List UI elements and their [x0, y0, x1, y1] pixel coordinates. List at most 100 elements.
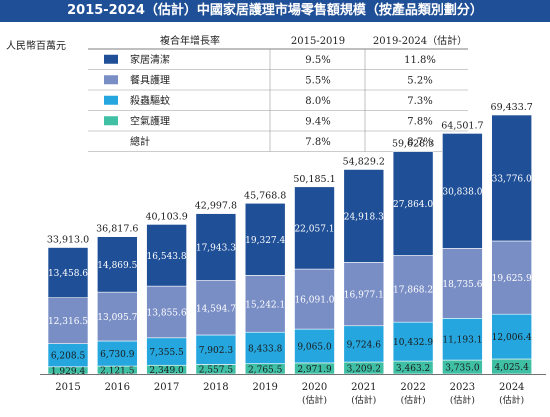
data-label: 4,025.4 — [495, 363, 530, 373]
bar-segment — [195, 280, 237, 336]
data-label: 15,242.1 — [245, 300, 285, 310]
bar-segment — [294, 268, 335, 330]
data-label: 33,776.0 — [492, 174, 532, 184]
legend-header-period-1: 2015-2019 — [291, 36, 345, 47]
chart-title: 2015-2024（估計）中國家居護理市場零售額規模（按產品類別劃分） — [0, 0, 550, 22]
data-label: 8,433.8 — [248, 344, 283, 354]
total-label: 54,829.2 — [343, 156, 385, 167]
data-label: 7,355.5 — [149, 348, 184, 358]
legend-cagr-2015-2019: 9.4% — [305, 116, 330, 127]
x-tick-label: 2018 — [203, 382, 228, 393]
data-label: 9,065.0 — [297, 343, 332, 353]
bar-segment — [392, 255, 434, 323]
data-label: 19,327.4 — [245, 236, 285, 246]
data-label: 16,543.8 — [147, 252, 187, 262]
legend-swatch — [104, 75, 118, 85]
data-label: 2,121.5 — [100, 367, 135, 377]
data-label: 17,943.3 — [196, 244, 236, 254]
data-label: 2,971.9 — [297, 365, 332, 375]
bar-segment — [392, 321, 434, 362]
data-label: 18,735.6 — [442, 280, 482, 290]
legend-swatch — [104, 116, 118, 126]
bar-segment — [294, 328, 335, 364]
data-label: 13,855.6 — [147, 308, 187, 318]
x-tick-sublabel: (估計) — [450, 394, 475, 406]
bar-segment — [47, 247, 89, 299]
total-label: 64,501.7 — [441, 120, 483, 131]
data-label: 3,735.0 — [445, 364, 480, 374]
bar-segment — [244, 275, 286, 333]
x-tick-label: 2015 — [55, 382, 80, 393]
data-label: 9,724.6 — [347, 340, 382, 350]
total-label: 69,433.7 — [491, 102, 533, 113]
bar-segment — [491, 313, 533, 360]
legend-series-name: 空氣護理 — [130, 114, 170, 127]
data-label: 22,057.1 — [294, 224, 334, 234]
bar-segment — [491, 114, 533, 242]
total-label: 36,817.6 — [96, 224, 138, 235]
data-label: 3,209.2 — [347, 365, 381, 375]
legend-series-name: 殺蟲驅蚊 — [130, 94, 170, 107]
x-tick-sublabel: (估計) — [401, 394, 426, 406]
data-label: 12,006.4 — [492, 333, 532, 343]
x-tick-label: 2023 — [450, 382, 475, 393]
data-label: 6,208.5 — [51, 352, 86, 362]
data-label: 19,625.9 — [492, 274, 532, 284]
total-label: 42,997.8 — [195, 201, 237, 212]
data-label: 17,868.2 — [393, 285, 433, 295]
data-label: 27,864.0 — [393, 200, 433, 210]
bar-segment — [97, 236, 138, 293]
total-label: 45,768.8 — [244, 190, 286, 201]
data-label: 30,838.0 — [442, 187, 482, 197]
legend-cagr-2019-2024: 7.3% — [407, 96, 432, 107]
data-label: 1,929.4 — [51, 367, 86, 377]
data-label: 6,730.9 — [100, 350, 135, 360]
legend-cagr-2015-2019: 5.5% — [305, 75, 330, 86]
data-label: 24,918.3 — [344, 212, 384, 222]
total-label: 50,185.1 — [293, 174, 335, 185]
legend-cagr-2019-2024: 11.8% — [404, 55, 436, 66]
legend-swatch — [104, 95, 118, 105]
bar-segment — [392, 151, 434, 256]
data-label: 2,349.0 — [149, 366, 184, 376]
legend-swatch — [104, 54, 118, 64]
data-label: 16,091.0 — [294, 296, 334, 306]
bar-segment — [47, 297, 89, 344]
x-tick-label: 2016 — [105, 382, 130, 393]
bar-segment — [244, 331, 286, 364]
data-label: 14,869.5 — [97, 261, 137, 271]
data-label: 3,463.2 — [396, 364, 430, 374]
x-tick-sublabel: (估計) — [499, 394, 524, 406]
bars-group: 1,929.4 6,208.5 12,316.5 13,458.6 33,913.0 2,… — [47, 102, 533, 377]
data-label: 14,594.7 — [196, 304, 236, 314]
legend-header-label: 複合年增長率 — [160, 34, 220, 47]
bar-segment — [195, 334, 237, 365]
x-tick-sublabel: (估計) — [351, 394, 376, 406]
legend-series-name: 餐具護理 — [130, 73, 170, 86]
data-label: 12,316.5 — [48, 317, 88, 327]
bar-segment — [146, 224, 187, 287]
bar-segment — [97, 291, 138, 342]
bar-segment — [442, 318, 483, 361]
legend-cagr-2015-2019: 9.5% — [305, 55, 330, 66]
bar-segment — [343, 262, 385, 327]
bar-segment — [442, 133, 483, 249]
legend-series-name: 家居清潔 — [130, 53, 170, 66]
x-tick-label: 2019 — [252, 382, 277, 393]
legend-cagr-2015-2019: 8.0% — [305, 96, 330, 107]
total-label: 40,103.9 — [145, 211, 187, 222]
bar-segment — [294, 186, 335, 270]
legend-series-name: 總計 — [130, 135, 150, 148]
legend-cagr-2019-2024: 5.2% — [407, 75, 432, 86]
cagr-legend-table: 複合年增長率 2015-2019 2019-2024（估計） 家居清潔 9.5% 11.8… — [88, 34, 468, 152]
data-label: 13,458.6 — [48, 269, 88, 279]
x-tick-label: 2022 — [400, 382, 425, 393]
data-label: 7,902.3 — [199, 346, 234, 356]
bar-segment — [244, 202, 286, 276]
bar-segment — [343, 325, 385, 363]
bar-segment — [491, 240, 533, 315]
bar-segment — [195, 213, 237, 281]
data-label: 2,557.5 — [199, 366, 234, 376]
x-tick-label: 2021 — [351, 382, 376, 393]
data-label: 13,095.7 — [97, 313, 137, 323]
